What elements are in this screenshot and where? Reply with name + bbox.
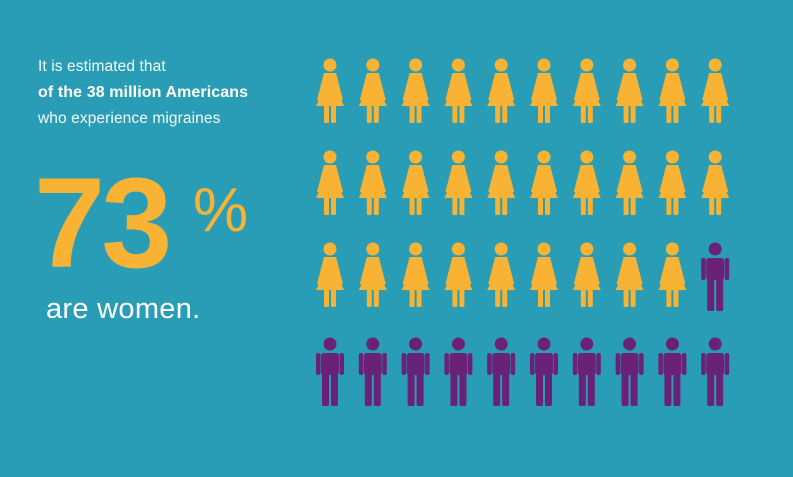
man-icon bbox=[358, 337, 387, 406]
woman-icon bbox=[701, 150, 730, 215]
woman-icon bbox=[401, 242, 430, 307]
woman-icon bbox=[316, 150, 344, 215]
woman-icon bbox=[530, 150, 558, 215]
woman-icon bbox=[444, 150, 473, 215]
woman-icon bbox=[358, 150, 387, 215]
stat-caption: are women. bbox=[46, 293, 201, 325]
woman-icon bbox=[316, 58, 344, 123]
woman-icon bbox=[615, 150, 644, 215]
man-icon bbox=[658, 337, 687, 406]
man-icon bbox=[701, 242, 730, 311]
intro-text: It is estimated that of the 38 million A… bbox=[38, 54, 248, 132]
man-icon bbox=[487, 337, 516, 406]
woman-icon bbox=[658, 58, 687, 123]
man-icon bbox=[701, 337, 730, 406]
woman-icon bbox=[358, 242, 387, 307]
woman-icon bbox=[572, 242, 601, 307]
woman-icon bbox=[487, 58, 516, 123]
woman-icon bbox=[658, 242, 687, 307]
man-icon bbox=[444, 337, 473, 406]
man-icon bbox=[530, 337, 558, 406]
woman-icon bbox=[615, 58, 644, 123]
stat-number: 73 bbox=[34, 152, 172, 295]
woman-icon bbox=[487, 150, 516, 215]
woman-icon bbox=[358, 58, 387, 123]
woman-icon bbox=[701, 58, 730, 123]
woman-icon bbox=[316, 242, 344, 307]
woman-icon bbox=[530, 58, 558, 123]
woman-icon bbox=[487, 242, 516, 307]
man-icon bbox=[615, 337, 644, 406]
woman-icon bbox=[401, 58, 430, 123]
woman-icon bbox=[530, 242, 558, 307]
woman-icon bbox=[444, 58, 473, 123]
woman-icon bbox=[572, 150, 601, 215]
intro-line-3: who experience migraines bbox=[38, 110, 221, 127]
woman-icon bbox=[572, 58, 601, 123]
intro-line-2: of the 38 million Americans bbox=[38, 84, 249, 101]
woman-icon bbox=[401, 150, 430, 215]
woman-icon bbox=[615, 242, 644, 307]
intro-line-1: It is estimated that bbox=[38, 58, 166, 75]
woman-icon bbox=[444, 242, 473, 307]
man-icon bbox=[401, 337, 430, 406]
stat-percent-symbol: % bbox=[193, 176, 249, 245]
man-icon bbox=[572, 337, 601, 406]
man-icon bbox=[316, 337, 344, 406]
woman-icon bbox=[658, 150, 687, 215]
